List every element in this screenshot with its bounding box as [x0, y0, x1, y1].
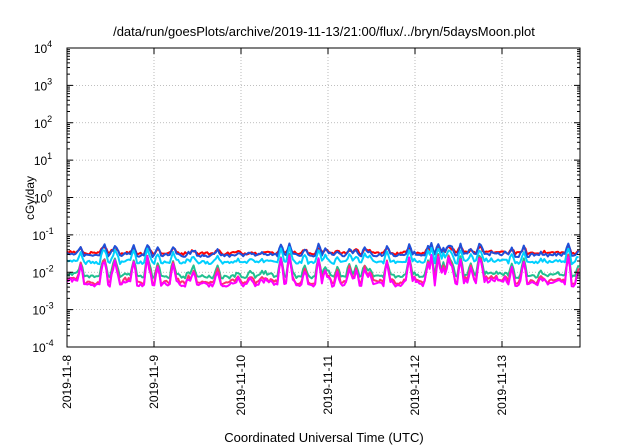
series-line-2	[66, 242, 580, 258]
series-line-3	[66, 246, 579, 266]
y-tick-label: 103	[34, 76, 52, 93]
x-tick-label: 2019-11-9	[147, 355, 161, 409]
y-tick-label: 10-3	[32, 301, 53, 318]
series-layer	[66, 242, 580, 288]
grid	[67, 48, 580, 347]
x-axis: 2019-11-8 2019-11-9 2019-11-10 2019-11-11 20…	[60, 48, 509, 416]
y-tick-label: 102	[34, 114, 52, 131]
y-axis-label: cGy/day	[23, 176, 37, 220]
y-tick-label: 101	[34, 151, 52, 168]
y-tick-label: 104	[34, 39, 52, 56]
y-axis: 10-4 10-3 10-2 10-1 100 101 102 103 104	[32, 39, 580, 355]
y-tick-label: 10-1	[32, 226, 53, 243]
series-line-6	[66, 253, 580, 288]
y-tick-label: 100	[34, 189, 52, 206]
x-tick-label: 2019-11-13	[495, 355, 509, 416]
x-tick-label: 2019-11-12	[408, 355, 422, 416]
plot-frame	[66, 47, 581, 348]
y-tick-label: 10-4	[32, 338, 53, 355]
chart-title: /data/run/goesPlots/archive/2019-11-13/2…	[113, 24, 535, 39]
x-tick-label: 2019-11-8	[60, 355, 74, 409]
x-tick-label: 2019-11-11	[321, 355, 335, 415]
x-tick-label: 2019-11-10	[234, 355, 248, 416]
x-axis-label: Coordinated Universal Time (UTC)	[224, 430, 423, 445]
y-tick-label: 10-2	[32, 263, 53, 280]
